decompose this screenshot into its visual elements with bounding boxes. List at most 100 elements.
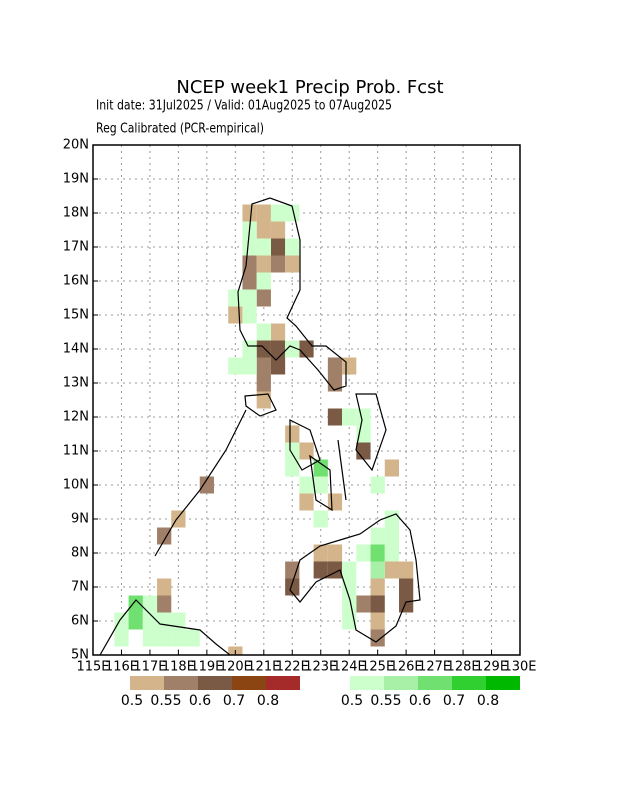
prob-cell bbox=[242, 272, 257, 290]
colorbar-swatch bbox=[350, 676, 384, 690]
prob-cell bbox=[285, 238, 300, 256]
prob-cell bbox=[356, 442, 371, 460]
prob-cell bbox=[370, 476, 385, 494]
prob-cell bbox=[299, 340, 314, 358]
luzon bbox=[237, 197, 347, 391]
prob-cell bbox=[256, 323, 271, 341]
colorbar-label: 0.7 bbox=[443, 693, 465, 709]
prob-cell bbox=[256, 374, 271, 392]
prob-cell bbox=[128, 595, 143, 613]
prob-cell bbox=[242, 306, 257, 324]
y-tick-label: 18N bbox=[63, 206, 89, 221]
y-tick-label: 16N bbox=[63, 274, 89, 289]
y-tick-label: 14N bbox=[63, 342, 89, 357]
y-tick-label: 9N bbox=[71, 512, 89, 527]
prob-cell bbox=[285, 204, 300, 222]
coastline bbox=[99, 197, 421, 655]
y-tick-label: 13N bbox=[63, 376, 89, 391]
chart-note: Reg Calibrated (PCR-empirical) bbox=[96, 122, 264, 137]
prob-cell bbox=[256, 357, 271, 375]
y-tick-label: 19N bbox=[63, 172, 89, 187]
prob-cell bbox=[356, 408, 371, 426]
prob-cell bbox=[228, 289, 243, 307]
prob-cell bbox=[342, 408, 357, 426]
negros bbox=[309, 454, 333, 512]
prob-cell bbox=[384, 459, 400, 477]
prob-cell bbox=[285, 425, 300, 443]
x-tick-label: 121E bbox=[247, 660, 280, 675]
prob-cell bbox=[370, 544, 385, 562]
prob-cell bbox=[270, 204, 286, 222]
prob-cell bbox=[285, 459, 300, 477]
prob-cell bbox=[171, 510, 186, 528]
x-tick-label: 116E bbox=[105, 660, 138, 675]
prob-cell bbox=[242, 340, 257, 358]
y-tick-label: 7N bbox=[71, 580, 89, 595]
prob-cell bbox=[256, 204, 271, 222]
colorbar-label: 0.8 bbox=[477, 693, 499, 709]
x-tick-label: 128E bbox=[447, 660, 480, 675]
prob-cell bbox=[157, 578, 172, 596]
prob-cell bbox=[256, 340, 271, 358]
prob-cell bbox=[370, 527, 385, 545]
x-tick-label: 126E bbox=[390, 660, 423, 675]
colorbar-swatch bbox=[130, 676, 164, 690]
prob-cell bbox=[342, 595, 357, 613]
prob-cell bbox=[171, 612, 186, 630]
prob-cell bbox=[356, 544, 371, 562]
prob-cell bbox=[313, 476, 328, 494]
prob-cell bbox=[114, 629, 129, 647]
colorbar-label: 0.5 bbox=[341, 693, 363, 709]
prob-cell bbox=[370, 578, 385, 596]
y-tick-label: 20N bbox=[63, 138, 89, 153]
y-tick-label: 17N bbox=[63, 240, 89, 255]
prob-cell bbox=[370, 561, 385, 579]
colorbar-label: 0.55 bbox=[370, 693, 401, 709]
prob-cell bbox=[384, 527, 400, 545]
prob-cell bbox=[285, 442, 300, 460]
prob-cell bbox=[270, 238, 286, 256]
prob-cell bbox=[356, 595, 371, 613]
x-tick-label: 120E bbox=[219, 660, 252, 675]
prob-cell bbox=[114, 612, 129, 630]
prob-cell bbox=[327, 374, 343, 392]
prob-cell bbox=[256, 272, 271, 290]
prob-cell bbox=[157, 612, 172, 630]
prob-cell bbox=[228, 357, 243, 375]
prob-cell bbox=[399, 561, 414, 579]
prob-cell bbox=[313, 510, 328, 528]
y-tick-label: 5N bbox=[71, 648, 89, 663]
x-tick-label: 118E bbox=[162, 660, 195, 675]
prob-cell bbox=[285, 340, 300, 358]
prob-cell bbox=[256, 255, 271, 273]
prob-cell bbox=[157, 595, 172, 613]
prob-cell bbox=[270, 221, 286, 239]
x-tick-label: 127E bbox=[418, 660, 451, 675]
prob-cell bbox=[242, 238, 257, 256]
prob-cell bbox=[256, 289, 271, 307]
y-tick-label: 12N bbox=[63, 410, 89, 425]
prob-cell bbox=[142, 629, 158, 647]
x-tick-label: 123E bbox=[304, 660, 337, 675]
cebu bbox=[337, 439, 347, 501]
prob-cell bbox=[285, 255, 300, 273]
colorbar-swatch bbox=[266, 676, 300, 690]
plot-frame bbox=[92, 144, 521, 656]
prob-cell bbox=[142, 612, 158, 630]
prob-cell bbox=[242, 357, 257, 375]
colorbar-label: 0.6 bbox=[409, 693, 431, 709]
prob-cell bbox=[313, 561, 328, 579]
borneo bbox=[99, 599, 231, 655]
cell-layer bbox=[114, 204, 414, 655]
y-tick-label: 8N bbox=[71, 546, 89, 561]
mindanao bbox=[289, 513, 421, 643]
colorbar-swatch bbox=[452, 676, 486, 690]
prob-cell bbox=[242, 204, 257, 222]
prob-cell bbox=[399, 578, 414, 596]
prob-cell bbox=[142, 595, 158, 613]
x-tick-label: 124E bbox=[333, 660, 366, 675]
chart-title: NCEP week1 Precip Prob. Fcst bbox=[176, 77, 443, 98]
prob-cell bbox=[327, 544, 343, 562]
x-tick-label: 119E bbox=[190, 660, 223, 675]
